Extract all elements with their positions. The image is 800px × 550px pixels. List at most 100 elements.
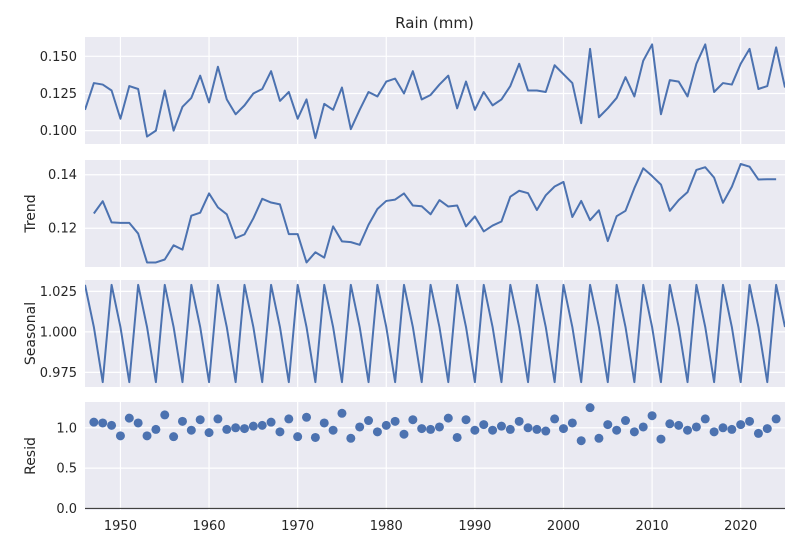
resid-point xyxy=(488,425,498,435)
y-tick-label: 0.150 xyxy=(40,50,77,65)
resid-point xyxy=(434,422,444,432)
resid-point xyxy=(479,420,489,430)
panel-observed: 0.100 0.125 0.150 xyxy=(40,37,785,144)
resid-point xyxy=(381,420,391,430)
resid-point xyxy=(195,415,205,425)
resid-point xyxy=(275,427,285,437)
x-tick-label: 1980 xyxy=(370,519,403,534)
resid-point xyxy=(151,424,161,434)
resid-point xyxy=(115,431,125,441)
resid-point xyxy=(718,423,728,433)
x-tick-label: 1990 xyxy=(458,519,491,534)
y-tick-label: 0.975 xyxy=(40,366,77,381)
resid-point xyxy=(231,423,241,433)
resid-point xyxy=(745,416,755,426)
resid-point xyxy=(443,413,453,423)
resid-point xyxy=(169,432,179,442)
resid-point xyxy=(257,420,267,430)
x-tick-label: 2000 xyxy=(547,519,580,534)
resid-point xyxy=(762,424,772,434)
resid-point xyxy=(638,422,648,432)
x-tick-label: 1960 xyxy=(193,519,226,534)
resid-point xyxy=(124,413,134,423)
resid-point xyxy=(674,420,684,430)
y-axis-label: Seasonal xyxy=(23,302,39,365)
y-tick-label: 1.000 xyxy=(40,325,77,340)
x-tick-label: 1970 xyxy=(281,519,314,534)
resid-point xyxy=(452,432,462,442)
resid-point xyxy=(647,411,657,421)
resid-point xyxy=(753,428,763,438)
resid-point xyxy=(107,420,117,430)
resid-point xyxy=(665,419,675,429)
resid-point xyxy=(89,417,99,427)
resid-point xyxy=(567,418,577,428)
x-tick-label: 2020 xyxy=(724,519,757,534)
resid-point xyxy=(284,414,294,424)
resid-point xyxy=(364,416,374,426)
observed-line xyxy=(85,43,785,140)
resid-point xyxy=(585,403,595,413)
resid-point xyxy=(266,417,276,427)
resid-point xyxy=(302,412,312,422)
resid-point xyxy=(700,414,710,424)
resid-point xyxy=(417,424,427,434)
resid-point xyxy=(541,426,551,436)
x-tick-label: 2010 xyxy=(636,519,669,534)
resid-point xyxy=(408,415,418,425)
y-tick-label: 0.100 xyxy=(40,124,77,139)
resid-point xyxy=(550,414,560,424)
panel-trend: 0.12 0.14 Trend xyxy=(23,160,785,267)
resid-point xyxy=(727,424,737,434)
resid-point xyxy=(505,424,515,434)
resid-point xyxy=(514,416,524,426)
resid-point xyxy=(213,414,223,424)
resid-point xyxy=(346,433,356,443)
resid-point xyxy=(736,420,746,430)
resid-point xyxy=(248,421,258,431)
panels: 0.100 0.125 0.150 0.12 0.14 Trend 0.975 1.000 1.… xyxy=(23,37,785,534)
resid-point xyxy=(319,418,329,428)
resid-point xyxy=(239,424,249,434)
resid-point xyxy=(98,418,108,428)
x-tick-label: 1950 xyxy=(104,519,137,534)
resid-point xyxy=(222,424,232,434)
y-tick-label: 0.125 xyxy=(40,87,77,102)
resid-point xyxy=(683,425,693,435)
resid-point xyxy=(328,425,338,435)
resid-point xyxy=(629,427,639,437)
y-tick-label: 1.025 xyxy=(40,285,77,300)
y-tick-label: 0.0 xyxy=(56,502,77,517)
resid-point xyxy=(612,425,622,435)
resid-point xyxy=(523,423,533,433)
y-tick-label: 0.12 xyxy=(48,222,77,237)
resid-point xyxy=(133,418,143,428)
resid-point xyxy=(337,408,347,418)
resid-point xyxy=(372,427,382,437)
resid-point xyxy=(576,436,586,446)
resid-point xyxy=(293,432,303,442)
resid-point xyxy=(496,421,506,431)
panel-background xyxy=(85,402,785,510)
y-tick-label: 1.0 xyxy=(56,421,77,436)
resid-point xyxy=(558,424,568,434)
trend-line xyxy=(93,163,777,264)
panel-resid: 0.0 0.5 1.0 Resid 1950 1960 1970 1980 1990 2000 20… xyxy=(23,402,785,534)
resid-point xyxy=(470,425,480,435)
resid-point xyxy=(204,428,214,438)
resid-point xyxy=(399,429,409,439)
resid-point xyxy=(771,414,781,424)
y-tick-label: 0.5 xyxy=(56,462,77,477)
resid-point xyxy=(186,425,196,435)
resid-point xyxy=(426,424,436,434)
resid-point xyxy=(621,416,631,426)
chart-title: Rain (mm) xyxy=(395,14,474,32)
y-axis-label: Trend xyxy=(23,194,39,233)
resid-point xyxy=(310,432,320,442)
y-tick-label: 0.14 xyxy=(48,168,77,183)
resid-point xyxy=(656,434,666,444)
resid-point xyxy=(461,415,471,425)
resid-point xyxy=(390,416,400,426)
